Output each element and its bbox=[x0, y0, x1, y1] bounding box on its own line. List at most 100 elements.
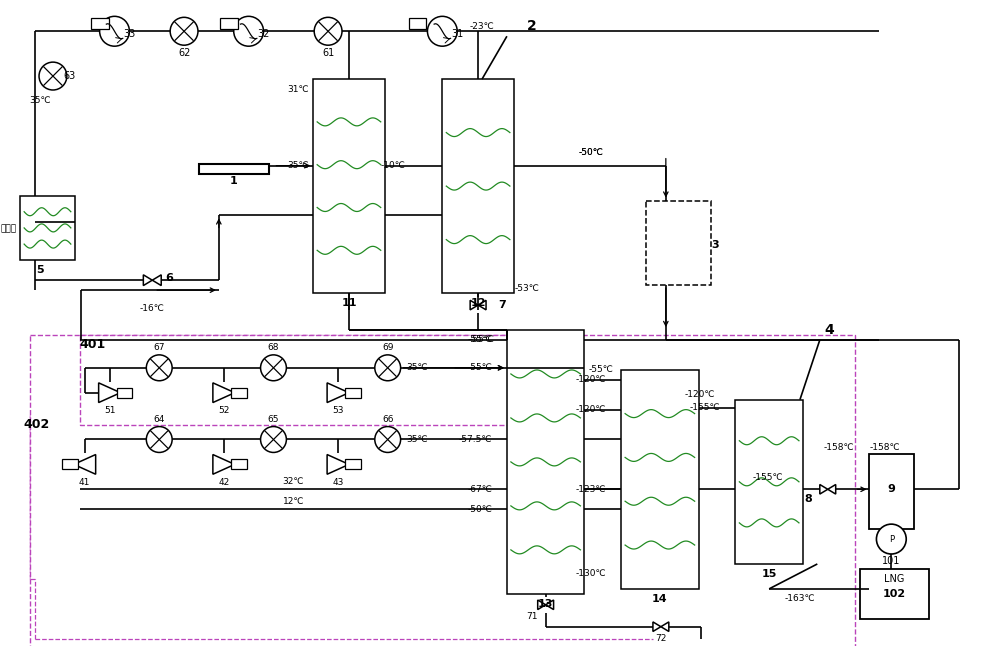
Bar bbox=[735, 400, 803, 564]
Bar bbox=[30, 415, 234, 514]
Text: 32℃: 32℃ bbox=[283, 477, 304, 486]
Bar bbox=[345, 388, 361, 398]
Bar bbox=[80, 335, 512, 424]
Bar bbox=[199, 164, 269, 173]
Text: 42: 42 bbox=[218, 478, 229, 487]
Text: 14: 14 bbox=[652, 594, 668, 604]
Text: 35℃: 35℃ bbox=[407, 435, 428, 444]
Bar bbox=[621, 370, 699, 589]
Bar bbox=[117, 388, 132, 398]
Circle shape bbox=[314, 17, 342, 45]
Bar bbox=[30, 335, 855, 647]
Text: 11: 11 bbox=[341, 298, 357, 308]
Text: 12: 12 bbox=[470, 298, 486, 308]
Text: 69: 69 bbox=[382, 344, 393, 353]
Text: 64: 64 bbox=[154, 415, 165, 424]
Circle shape bbox=[146, 426, 172, 452]
Text: 52: 52 bbox=[218, 406, 229, 415]
Text: 102: 102 bbox=[883, 589, 906, 599]
Text: 35℃: 35℃ bbox=[407, 364, 428, 372]
Text: -158℃: -158℃ bbox=[869, 443, 900, 452]
Text: 101: 101 bbox=[882, 556, 901, 566]
Text: 35℃: 35℃ bbox=[287, 161, 309, 170]
Text: 33: 33 bbox=[123, 29, 136, 39]
Text: -55℃: -55℃ bbox=[469, 335, 494, 344]
Text: 63: 63 bbox=[64, 71, 76, 81]
Text: 401: 401 bbox=[80, 338, 106, 351]
Text: -163℃: -163℃ bbox=[785, 595, 815, 603]
Text: 35℃: 35℃ bbox=[29, 96, 51, 105]
Text: 67: 67 bbox=[153, 344, 165, 353]
Bar bbox=[869, 454, 914, 529]
Text: 3: 3 bbox=[712, 240, 719, 250]
Text: -120℃: -120℃ bbox=[576, 405, 606, 414]
Text: 71: 71 bbox=[526, 612, 537, 621]
Circle shape bbox=[100, 16, 129, 46]
Text: 65: 65 bbox=[268, 415, 279, 424]
Circle shape bbox=[170, 17, 198, 45]
Text: LNG: LNG bbox=[884, 574, 904, 584]
Text: -50℃: -50℃ bbox=[579, 148, 604, 157]
Text: 43: 43 bbox=[332, 478, 344, 487]
Bar bbox=[507, 330, 584, 594]
Text: 68: 68 bbox=[268, 344, 279, 353]
Text: -55℃: -55℃ bbox=[467, 364, 492, 372]
Circle shape bbox=[876, 524, 906, 554]
Text: 402: 402 bbox=[24, 418, 50, 431]
Text: 66: 66 bbox=[382, 415, 393, 424]
Text: 62: 62 bbox=[178, 48, 190, 58]
Circle shape bbox=[261, 426, 286, 452]
Text: 4: 4 bbox=[825, 323, 835, 337]
Bar bbox=[231, 388, 247, 398]
Text: 燃料气: 燃料气 bbox=[0, 224, 16, 233]
Circle shape bbox=[261, 355, 286, 380]
Text: -16℃: -16℃ bbox=[140, 303, 165, 313]
Bar bbox=[91, 18, 109, 28]
Bar bbox=[62, 459, 78, 469]
Text: 53: 53 bbox=[332, 406, 344, 415]
Bar bbox=[860, 569, 929, 619]
Text: 31: 31 bbox=[451, 29, 463, 39]
Bar bbox=[20, 195, 75, 260]
Bar bbox=[231, 459, 247, 469]
Text: 51: 51 bbox=[104, 406, 115, 415]
Text: 61: 61 bbox=[322, 48, 334, 58]
Text: -23℃: -23℃ bbox=[470, 22, 494, 31]
Text: -53℃: -53℃ bbox=[514, 283, 539, 292]
Text: 7: 7 bbox=[498, 300, 506, 310]
Circle shape bbox=[146, 355, 172, 380]
Text: -158℃: -158℃ bbox=[824, 443, 855, 452]
Circle shape bbox=[427, 16, 457, 46]
Text: -130℃: -130℃ bbox=[576, 569, 606, 578]
Text: 72: 72 bbox=[655, 634, 667, 643]
Bar bbox=[409, 18, 426, 28]
Text: 6: 6 bbox=[165, 273, 173, 283]
Text: 41: 41 bbox=[79, 478, 90, 487]
Bar bbox=[442, 79, 514, 293]
Text: -57.5℃: -57.5℃ bbox=[459, 435, 492, 444]
Text: 12℃: 12℃ bbox=[283, 497, 304, 506]
Text: -123℃: -123℃ bbox=[576, 485, 606, 494]
Text: 15: 15 bbox=[761, 569, 777, 579]
Circle shape bbox=[234, 16, 264, 46]
Text: 5: 5 bbox=[36, 265, 44, 275]
Bar bbox=[220, 18, 238, 28]
Bar bbox=[30, 415, 482, 579]
Text: -50℃: -50℃ bbox=[467, 505, 492, 514]
Text: -55℃: -55℃ bbox=[467, 335, 492, 344]
Text: -67℃: -67℃ bbox=[467, 485, 492, 494]
Text: -155℃: -155℃ bbox=[690, 403, 720, 412]
Text: P: P bbox=[889, 534, 894, 543]
Text: 9: 9 bbox=[887, 485, 895, 494]
Text: 8: 8 bbox=[804, 494, 812, 504]
Text: 32: 32 bbox=[257, 29, 270, 39]
Text: 31℃: 31℃ bbox=[287, 85, 309, 94]
Text: -120℃: -120℃ bbox=[685, 390, 716, 399]
Text: -120℃: -120℃ bbox=[576, 375, 606, 384]
Circle shape bbox=[375, 355, 401, 380]
Text: -55℃: -55℃ bbox=[589, 366, 614, 375]
Text: -50℃: -50℃ bbox=[579, 148, 604, 157]
Text: -10℃: -10℃ bbox=[380, 161, 405, 170]
Bar bbox=[313, 79, 385, 293]
Text: 13: 13 bbox=[538, 598, 553, 609]
